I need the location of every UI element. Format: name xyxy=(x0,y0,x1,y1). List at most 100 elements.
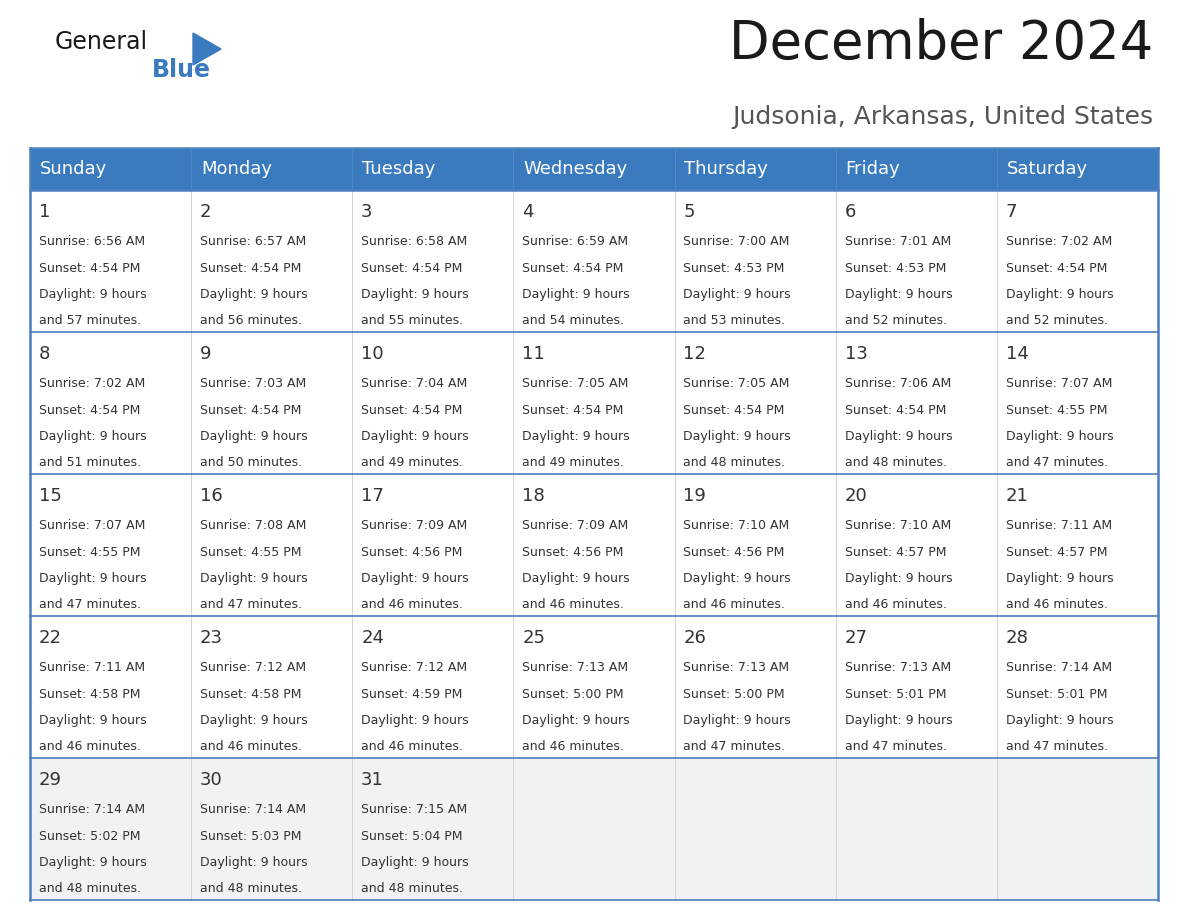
Text: Sunrise: 7:12 AM: Sunrise: 7:12 AM xyxy=(361,662,467,675)
FancyBboxPatch shape xyxy=(30,474,1158,616)
Text: Daylight: 9 hours: Daylight: 9 hours xyxy=(200,714,308,727)
Text: Daylight: 9 hours: Daylight: 9 hours xyxy=(39,714,146,727)
Text: and 57 minutes.: and 57 minutes. xyxy=(39,314,141,327)
Text: General: General xyxy=(55,30,148,54)
Text: Sunset: 4:54 PM: Sunset: 4:54 PM xyxy=(523,404,624,417)
Text: and 49 minutes.: and 49 minutes. xyxy=(361,456,463,469)
Text: 20: 20 xyxy=(845,487,867,505)
Text: Daylight: 9 hours: Daylight: 9 hours xyxy=(39,288,146,301)
Text: 8: 8 xyxy=(39,345,50,363)
Text: Sunrise: 7:05 AM: Sunrise: 7:05 AM xyxy=(523,377,628,390)
Text: Sunrise: 6:58 AM: Sunrise: 6:58 AM xyxy=(361,235,467,249)
Text: 3: 3 xyxy=(361,203,373,221)
Text: 15: 15 xyxy=(39,487,62,505)
Text: and 46 minutes.: and 46 minutes. xyxy=(361,740,463,754)
Text: Daylight: 9 hours: Daylight: 9 hours xyxy=(523,572,630,585)
Text: Daylight: 9 hours: Daylight: 9 hours xyxy=(361,430,469,443)
Text: Sunset: 4:57 PM: Sunset: 4:57 PM xyxy=(845,545,946,559)
Text: Sunset: 4:55 PM: Sunset: 4:55 PM xyxy=(200,545,302,559)
Text: 5: 5 xyxy=(683,203,695,221)
Text: December 2024: December 2024 xyxy=(728,18,1154,70)
Text: Sunrise: 7:13 AM: Sunrise: 7:13 AM xyxy=(523,662,628,675)
FancyBboxPatch shape xyxy=(30,190,1158,332)
Text: Sunrise: 7:10 AM: Sunrise: 7:10 AM xyxy=(683,520,790,532)
Text: Wednesday: Wednesday xyxy=(523,160,627,178)
Text: and 46 minutes.: and 46 minutes. xyxy=(523,740,624,754)
FancyBboxPatch shape xyxy=(30,758,1158,900)
Text: and 47 minutes.: and 47 minutes. xyxy=(200,599,302,611)
Text: Sunrise: 7:14 AM: Sunrise: 7:14 AM xyxy=(39,803,145,816)
Text: 1: 1 xyxy=(39,203,50,221)
Text: Sunset: 4:55 PM: Sunset: 4:55 PM xyxy=(39,545,140,559)
Text: 25: 25 xyxy=(523,629,545,647)
Text: Sunset: 4:56 PM: Sunset: 4:56 PM xyxy=(523,545,624,559)
Text: Daylight: 9 hours: Daylight: 9 hours xyxy=(845,288,953,301)
Text: Sunrise: 7:11 AM: Sunrise: 7:11 AM xyxy=(39,662,145,675)
Text: 9: 9 xyxy=(200,345,211,363)
Text: Daylight: 9 hours: Daylight: 9 hours xyxy=(1006,288,1113,301)
Text: 18: 18 xyxy=(523,487,545,505)
Text: Sunset: 4:58 PM: Sunset: 4:58 PM xyxy=(39,688,140,700)
Text: Sunrise: 7:13 AM: Sunrise: 7:13 AM xyxy=(845,662,950,675)
Text: Sunset: 4:54 PM: Sunset: 4:54 PM xyxy=(523,262,624,274)
Text: Sunrise: 7:07 AM: Sunrise: 7:07 AM xyxy=(1006,377,1112,390)
Text: Sunset: 5:03 PM: Sunset: 5:03 PM xyxy=(200,830,302,843)
Text: and 51 minutes.: and 51 minutes. xyxy=(39,456,141,469)
Text: and 48 minutes.: and 48 minutes. xyxy=(361,882,463,895)
Text: Sunset: 4:56 PM: Sunset: 4:56 PM xyxy=(683,545,785,559)
Text: 28: 28 xyxy=(1006,629,1029,647)
Text: Daylight: 9 hours: Daylight: 9 hours xyxy=(523,430,630,443)
Text: Sunrise: 7:04 AM: Sunrise: 7:04 AM xyxy=(361,377,467,390)
Text: Daylight: 9 hours: Daylight: 9 hours xyxy=(523,288,630,301)
Text: Sunset: 4:53 PM: Sunset: 4:53 PM xyxy=(683,262,785,274)
Text: Sunset: 5:02 PM: Sunset: 5:02 PM xyxy=(39,830,140,843)
Text: and 54 minutes.: and 54 minutes. xyxy=(523,314,624,327)
Text: Daylight: 9 hours: Daylight: 9 hours xyxy=(361,288,469,301)
Text: Sunrise: 6:59 AM: Sunrise: 6:59 AM xyxy=(523,235,628,249)
Text: Sunrise: 7:01 AM: Sunrise: 7:01 AM xyxy=(845,235,950,249)
Text: Daylight: 9 hours: Daylight: 9 hours xyxy=(200,288,308,301)
Text: 23: 23 xyxy=(200,629,223,647)
Text: 11: 11 xyxy=(523,345,545,363)
Text: Daylight: 9 hours: Daylight: 9 hours xyxy=(845,714,953,727)
Text: Sunrise: 7:07 AM: Sunrise: 7:07 AM xyxy=(39,520,145,532)
Text: and 53 minutes.: and 53 minutes. xyxy=(683,314,785,327)
Text: 7: 7 xyxy=(1006,203,1017,221)
Text: and 46 minutes.: and 46 minutes. xyxy=(39,740,140,754)
Text: Sunrise: 7:05 AM: Sunrise: 7:05 AM xyxy=(683,377,790,390)
Text: and 48 minutes.: and 48 minutes. xyxy=(845,456,947,469)
Text: and 56 minutes.: and 56 minutes. xyxy=(200,314,302,327)
Text: Sunset: 5:00 PM: Sunset: 5:00 PM xyxy=(683,688,785,700)
Text: 21: 21 xyxy=(1006,487,1029,505)
Text: Sunrise: 7:00 AM: Sunrise: 7:00 AM xyxy=(683,235,790,249)
Text: Sunset: 4:54 PM: Sunset: 4:54 PM xyxy=(361,404,462,417)
Text: Daylight: 9 hours: Daylight: 9 hours xyxy=(1006,430,1113,443)
Text: Sunday: Sunday xyxy=(39,160,107,178)
Text: Sunset: 5:00 PM: Sunset: 5:00 PM xyxy=(523,688,624,700)
Text: and 47 minutes.: and 47 minutes. xyxy=(1006,456,1107,469)
Text: Daylight: 9 hours: Daylight: 9 hours xyxy=(1006,572,1113,585)
Text: Sunset: 4:58 PM: Sunset: 4:58 PM xyxy=(200,688,302,700)
Text: 16: 16 xyxy=(200,487,223,505)
Text: 10: 10 xyxy=(361,345,384,363)
Text: 22: 22 xyxy=(39,629,62,647)
Text: 13: 13 xyxy=(845,345,867,363)
Text: Sunset: 4:54 PM: Sunset: 4:54 PM xyxy=(39,262,140,274)
Text: 29: 29 xyxy=(39,771,62,789)
Text: Daylight: 9 hours: Daylight: 9 hours xyxy=(683,714,791,727)
Text: Sunrise: 6:57 AM: Sunrise: 6:57 AM xyxy=(200,235,307,249)
Text: Sunset: 4:53 PM: Sunset: 4:53 PM xyxy=(845,262,946,274)
Text: Sunset: 4:54 PM: Sunset: 4:54 PM xyxy=(361,262,462,274)
Text: and 46 minutes.: and 46 minutes. xyxy=(523,599,624,611)
Text: 30: 30 xyxy=(200,771,223,789)
Text: Daylight: 9 hours: Daylight: 9 hours xyxy=(845,430,953,443)
Text: and 48 minutes.: and 48 minutes. xyxy=(39,882,141,895)
Text: and 52 minutes.: and 52 minutes. xyxy=(845,314,947,327)
Text: Daylight: 9 hours: Daylight: 9 hours xyxy=(523,714,630,727)
Text: and 47 minutes.: and 47 minutes. xyxy=(845,740,947,754)
Text: 26: 26 xyxy=(683,629,707,647)
Text: Sunset: 4:54 PM: Sunset: 4:54 PM xyxy=(200,262,302,274)
Text: Daylight: 9 hours: Daylight: 9 hours xyxy=(361,572,469,585)
Text: Daylight: 9 hours: Daylight: 9 hours xyxy=(683,430,791,443)
Text: Daylight: 9 hours: Daylight: 9 hours xyxy=(683,572,791,585)
